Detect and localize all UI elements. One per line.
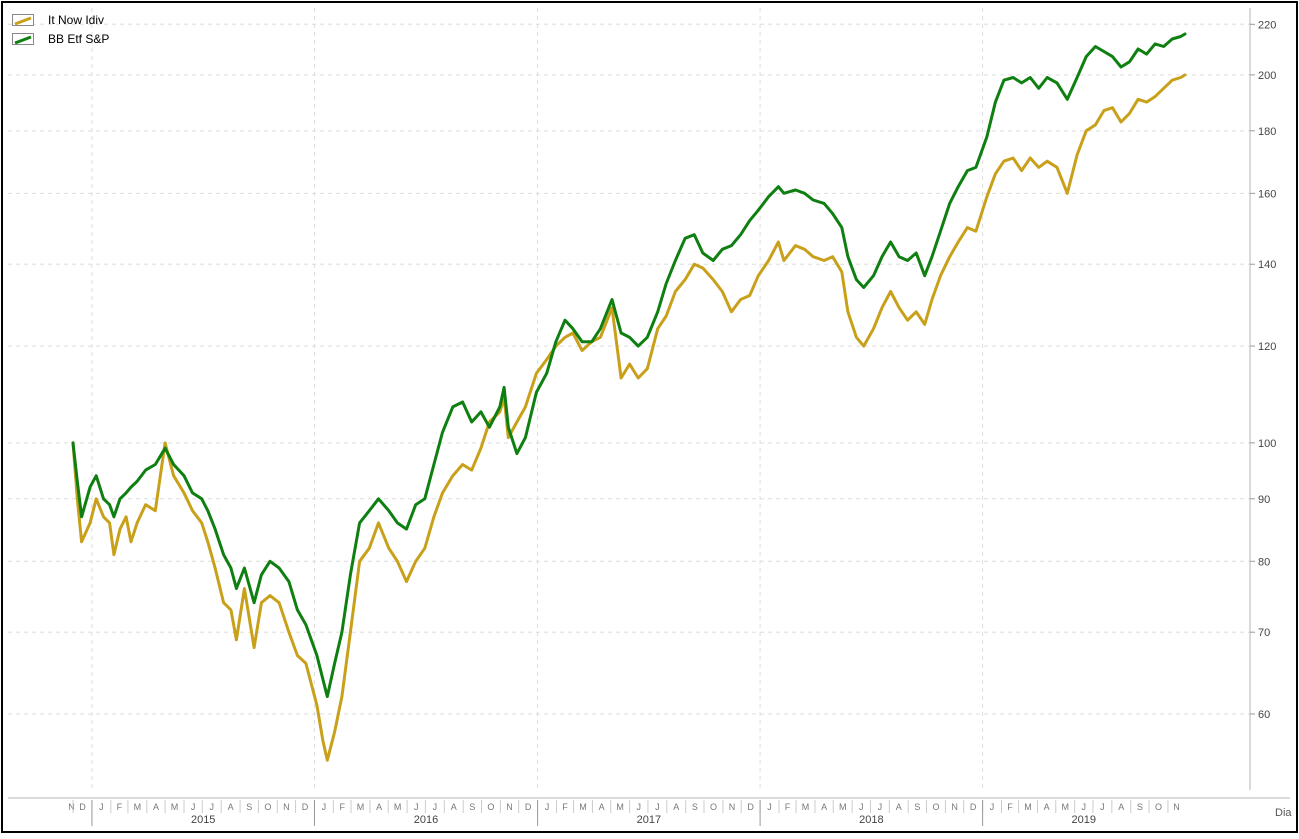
x-month-label: A	[451, 802, 457, 812]
y-tick-label: 220	[1258, 19, 1276, 31]
x-month-label: J	[322, 802, 327, 812]
x-month-label: D	[747, 802, 754, 812]
x-month-label: J	[433, 802, 438, 812]
x-month-label: M	[616, 802, 624, 812]
y-axis-ticks: 60 70 80 90 100 120 140 160 180 200 220	[1250, 19, 1276, 721]
x-year-label: 2017	[637, 814, 661, 826]
x-month-label: O	[1155, 802, 1162, 812]
x-month-label: J	[1082, 802, 1087, 812]
x-month-label: N	[506, 802, 513, 812]
y-tick-label: 140	[1258, 259, 1276, 271]
y-tick-label: 160	[1258, 188, 1276, 200]
legend-item-it-now-idiv: It Now Idiv	[12, 10, 109, 29]
x-month-label: F	[1007, 802, 1013, 812]
legend-swatch-icon	[12, 13, 34, 26]
x-month-label: M	[1024, 802, 1032, 812]
x-month-label: J	[637, 802, 642, 812]
x-month-label: M	[134, 802, 142, 812]
x-month-label: S	[246, 802, 252, 812]
x-month-label: M	[357, 802, 365, 812]
x-month-label: J	[545, 802, 550, 812]
x-month-label: M	[1061, 802, 1069, 812]
y-tick-label: 200	[1258, 70, 1276, 82]
y-tick-label: 80	[1258, 556, 1270, 568]
x-month-label: F	[117, 802, 123, 812]
x-month-label: F	[562, 802, 568, 812]
x-month-label: J	[191, 802, 196, 812]
x-month-label: N	[951, 802, 958, 812]
x-month-label: J	[859, 802, 864, 812]
legend: It Now Idiv BB Etf S&P	[12, 10, 109, 48]
x-month-label: M	[802, 802, 810, 812]
legend-label: It Now Idiv	[48, 12, 105, 27]
x-month-label: A	[821, 802, 827, 812]
x-month-label: A	[376, 802, 382, 812]
x-month-label: O	[932, 802, 939, 812]
grid-lines	[8, 8, 1250, 790]
x-month-label: D	[302, 802, 309, 812]
x-month-label: J	[655, 802, 660, 812]
x-year-label: 2015	[191, 814, 215, 826]
x-month-label: A	[153, 802, 159, 812]
x-month-label: N	[1173, 802, 1180, 812]
x-month-label: O	[710, 802, 717, 812]
x-month-label: N	[283, 802, 290, 812]
series-line-1	[71, 32, 1187, 699]
x-unit-label: Dia	[1275, 807, 1292, 819]
x-month-label: S	[469, 802, 475, 812]
x-year-label: 2016	[414, 814, 438, 826]
x-month-label: A	[1044, 802, 1050, 812]
x-month-label: J	[1100, 802, 1105, 812]
y-tick-label: 70	[1258, 627, 1270, 639]
y-tick-label: 120	[1258, 341, 1276, 353]
x-month-label: S	[1137, 802, 1143, 812]
x-month-label: A	[673, 802, 679, 812]
x-month-label: F	[785, 802, 791, 812]
x-month-label: M	[171, 802, 179, 812]
x-month-label: A	[228, 802, 234, 812]
x-month-label: J	[99, 802, 104, 812]
x-month-label: J	[878, 802, 883, 812]
y-tick-label: 60	[1258, 709, 1270, 721]
y-tick-label: 90	[1258, 494, 1270, 506]
x-month-label: S	[914, 802, 920, 812]
legend-swatch-icon	[12, 32, 34, 45]
x-month-label: D	[79, 802, 86, 812]
series-lines	[71, 32, 1187, 762]
x-year-label: 2019	[1072, 814, 1096, 826]
x-month-label: D	[525, 802, 532, 812]
x-month-label: F	[339, 802, 345, 812]
x-month-label: J	[767, 802, 772, 812]
x-month-label: M	[394, 802, 402, 812]
x-month-label: O	[264, 802, 271, 812]
x-month-label: A	[599, 802, 605, 812]
y-tick-label: 100	[1258, 438, 1276, 450]
x-month-label: D	[970, 802, 977, 812]
x-month-label: J	[414, 802, 419, 812]
x-month-label: J	[990, 802, 995, 812]
x-month-label: O	[487, 802, 494, 812]
x-month-label: A	[1118, 802, 1124, 812]
x-month-label: N	[729, 802, 736, 812]
x-year-label: 2018	[859, 814, 883, 826]
legend-label: BB Etf S&P	[48, 31, 110, 46]
x-month-label: M	[839, 802, 847, 812]
x-month-label: S	[692, 802, 698, 812]
series-line-0	[71, 73, 1187, 762]
x-month-label: A	[896, 802, 902, 812]
y-tick-label: 180	[1258, 126, 1276, 138]
legend-item-bb-etf-sp: BB Etf S&P	[12, 29, 109, 48]
x-month-label: J	[209, 802, 214, 812]
x-month-label: N	[68, 802, 75, 812]
x-month-label: M	[579, 802, 587, 812]
